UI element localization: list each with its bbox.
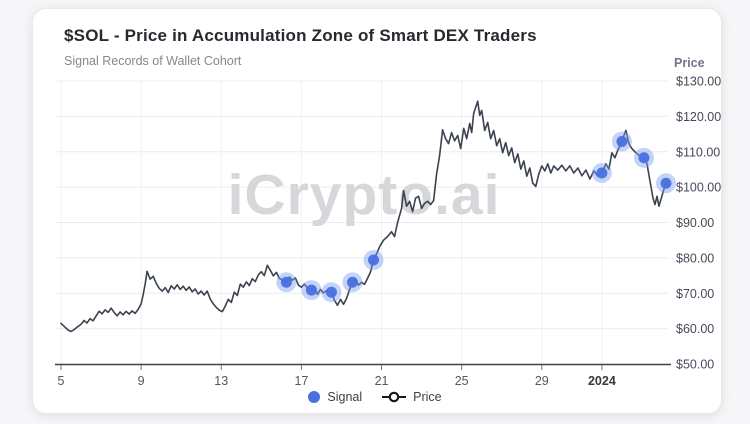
signal-marker[interactable] bbox=[616, 135, 628, 147]
price-line-series bbox=[60, 100, 669, 333]
y-tick-label: $70.00 bbox=[676, 287, 714, 301]
horizontal-gridlines bbox=[55, 80, 668, 330]
signal-marker[interactable] bbox=[280, 276, 292, 288]
chart-card bbox=[32, 8, 722, 414]
x-tick-label: 5 bbox=[58, 374, 65, 388]
signal-marker[interactable] bbox=[346, 276, 358, 288]
y-tick-label: $50.00 bbox=[676, 358, 714, 372]
legend-signal-label: Signal bbox=[327, 390, 363, 404]
signal-dot-icon bbox=[308, 391, 321, 403]
x-tick-label: 13 bbox=[214, 374, 228, 388]
x-tick-label: 25 bbox=[455, 374, 469, 388]
signal-marker[interactable] bbox=[325, 286, 337, 298]
signal-marker[interactable] bbox=[660, 177, 672, 189]
y-tick-label: $110.00 bbox=[676, 145, 720, 159]
x-tick-label: 9 bbox=[138, 374, 145, 388]
signal-marker[interactable] bbox=[368, 254, 380, 266]
signal-marker[interactable] bbox=[638, 152, 650, 164]
x-tick-label: 2024 bbox=[588, 374, 616, 388]
signal-marker[interactable] bbox=[305, 284, 317, 296]
chart-subtitle: Signal Records of Wallet Cohort bbox=[64, 54, 242, 68]
chart-title: $SOL - Price in Accumulation Zone of Sma… bbox=[64, 26, 537, 45]
legend-item-signal[interactable]: Signal bbox=[308, 390, 362, 404]
y-tick-label: $60.00 bbox=[676, 322, 714, 336]
legend-price-label: Price bbox=[413, 390, 442, 404]
watermark-text: iCrypto.ai bbox=[228, 163, 501, 227]
x-tick-label: 21 bbox=[375, 374, 389, 388]
x-axis: 5 9 13 17 21 25 29 2024 bbox=[55, 363, 671, 388]
x-tick-label: 29 bbox=[535, 374, 549, 388]
y-axis-title: Price bbox=[674, 56, 705, 70]
y-tick-label: $80.00 bbox=[676, 251, 714, 265]
y-tick-label: $120.00 bbox=[676, 110, 721, 124]
y-tick-label: $100.00 bbox=[676, 181, 721, 195]
y-tick-label: $90.00 bbox=[676, 216, 714, 230]
x-tick-label: 17 bbox=[294, 374, 308, 388]
price-line-marker-icon bbox=[382, 391, 407, 403]
legend-item-price[interactable]: Price bbox=[382, 390, 442, 404]
y-tick-label: $130.00 bbox=[676, 75, 721, 89]
y-axis-labels: $50.00 $60.00 $70.00 $80.00 $90.00 $100.00 $11… bbox=[676, 75, 721, 372]
chart-legend: Signal Price bbox=[0, 390, 750, 404]
signal-markers bbox=[276, 131, 676, 303]
signal-marker[interactable] bbox=[596, 167, 608, 179]
